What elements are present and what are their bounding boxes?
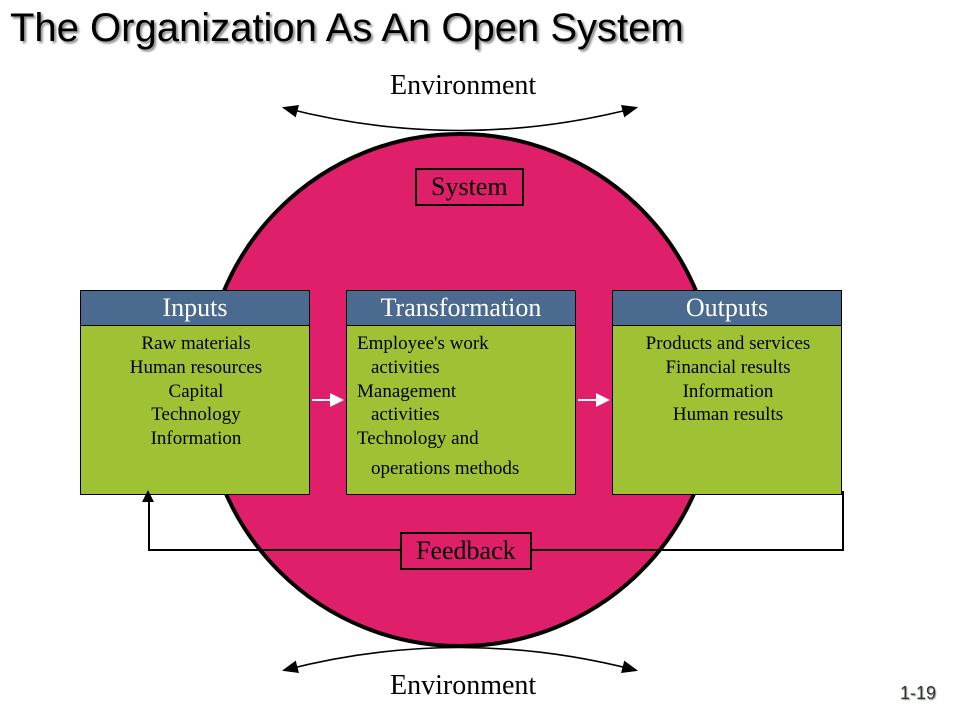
inputs-item: Human resources (91, 356, 301, 380)
feedback-label: Feedback (400, 532, 532, 570)
outputs-header: Outputs (613, 291, 841, 326)
feedback-line (148, 549, 400, 551)
inputs-item: Information (91, 427, 301, 451)
inputs-item: Raw materials (91, 332, 301, 356)
system-label: System (415, 168, 524, 206)
transformation-body: Employee's work activities Management ac… (347, 326, 575, 494)
inputs-body: Raw materials Human resources Capital Te… (81, 326, 309, 494)
inputs-item: Capital (91, 380, 301, 404)
outputs-box: Outputs Products and services Financial … (612, 290, 842, 495)
transformation-item: operations methods (357, 451, 567, 481)
transformation-item: activities (357, 356, 567, 380)
transformation-item: Employee's work (357, 332, 567, 356)
environment-label-bottom: Environment (390, 670, 536, 702)
feedback-line (530, 549, 844, 551)
transformation-item: Management (357, 380, 567, 404)
transformation-box: Transformation Employee's work activitie… (346, 290, 576, 495)
feedback-line (842, 491, 844, 551)
outputs-item: Financial results (623, 356, 833, 380)
feedback-line (148, 496, 150, 551)
env-arc-top (270, 98, 650, 148)
inputs-box: Inputs Raw materials Human resources Cap… (80, 290, 310, 495)
transformation-header: Transformation (347, 291, 575, 326)
transformation-item: Technology and (357, 427, 567, 451)
page-number: 1-19 (900, 683, 936, 704)
inputs-header: Inputs (81, 291, 309, 326)
inputs-item: Technology (91, 403, 301, 427)
transformation-item: activities (357, 403, 567, 427)
outputs-item: Human results (623, 403, 833, 427)
outputs-item: Information (623, 380, 833, 404)
slide-title: The Organization As An Open System (10, 6, 684, 51)
outputs-item: Products and services (623, 332, 833, 356)
environment-label-top: Environment (390, 70, 536, 102)
outputs-body: Products and services Financial results … (613, 326, 841, 494)
feedback-arrow-head-icon (142, 490, 154, 502)
